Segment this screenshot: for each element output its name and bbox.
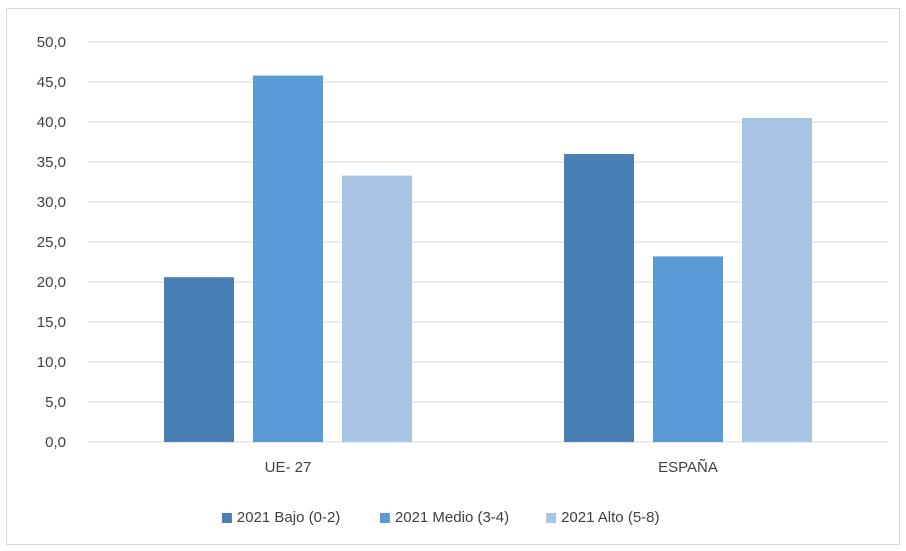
bar <box>653 256 723 442</box>
x-category-label: ESPAÑA <box>658 459 718 476</box>
y-tick-label: 30,0 <box>37 194 66 211</box>
bar <box>742 118 812 442</box>
y-tick-label: 20,0 <box>37 274 66 291</box>
y-tick-label: 15,0 <box>37 314 66 331</box>
x-category-label: UE- 27 <box>265 459 312 476</box>
x-axis-labels: UE- 27 ESPAÑA <box>265 459 718 476</box>
bar <box>342 175 412 442</box>
legend-label: 2021 Alto (5-8) <box>561 509 659 526</box>
bar <box>164 277 234 442</box>
y-axis-ticks: 0,0 5,0 10,0 15,0 20,0 25,0 30,0 35,0 40,0 45,0 50… <box>37 34 66 451</box>
y-tick-label: 50,0 <box>37 34 66 51</box>
bar <box>564 154 634 442</box>
y-tick-label: 40,0 <box>37 114 66 131</box>
legend: 2021 Bajo (0-2) 2021 Medio (3-4) 2021 Alto… <box>221 509 660 526</box>
y-tick-label: 25,0 <box>37 234 66 251</box>
y-tick-label: 45,0 <box>37 74 66 91</box>
legend-label: 2021 Medio (3-4) <box>395 509 509 526</box>
y-tick-label: 35,0 <box>37 154 66 171</box>
bars <box>164 75 812 442</box>
bar <box>253 75 323 442</box>
legend-swatch <box>379 513 390 523</box>
y-tick-label: 5,0 <box>45 394 66 411</box>
y-tick-label: 0,0 <box>45 434 66 451</box>
legend-label: 2021 Bajo (0-2) <box>237 509 340 526</box>
legend-swatch <box>546 513 557 523</box>
y-tick-label: 10,0 <box>37 354 66 371</box>
legend-swatch <box>221 513 232 523</box>
